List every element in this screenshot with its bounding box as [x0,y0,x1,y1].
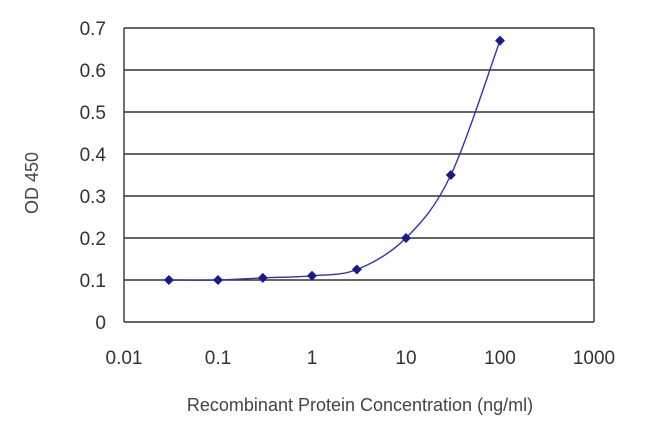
data-point [495,35,505,46]
x-tick-label: 0.1 [205,348,231,369]
data-point [257,272,268,283]
gridlines [123,27,595,323]
y-tick-label: 0.1 [80,271,106,292]
y-axis-label: OD 450 [22,152,42,214]
x-tick-label: 1000 [573,348,615,369]
data-point [445,170,456,180]
y-tick-label: 0 [95,313,106,334]
data-point [307,270,317,281]
x-tick-label: 100 [484,348,516,369]
y-tick-label: 0.5 [80,103,106,124]
series-line [168,40,501,281]
data-point [163,275,174,285]
y-tick-labels: 0 0.1 0.2 0.3 0.4 0.5 0.6 0.7 [80,19,107,334]
x-tick-labels: 0.01 0.1 1 10 100 1000 [106,348,616,369]
x-tick-label: 0.01 [106,348,143,369]
y-tick-label: 0.7 [80,19,106,40]
data-point [351,264,362,275]
y-tick-label: 0.4 [80,145,107,166]
data-point [213,275,223,285]
data-point [401,233,411,243]
y-tick-label: 0.6 [80,61,106,82]
x-axis-label: Recombinant Protein Concentration (ng/ml… [187,395,533,415]
data-points [163,35,505,285]
y-tick-label: 0.2 [80,229,106,250]
x-tick-label: 1 [307,348,318,369]
y-tick-label: 0.3 [80,187,106,208]
x-tick-label: 10 [395,348,416,369]
